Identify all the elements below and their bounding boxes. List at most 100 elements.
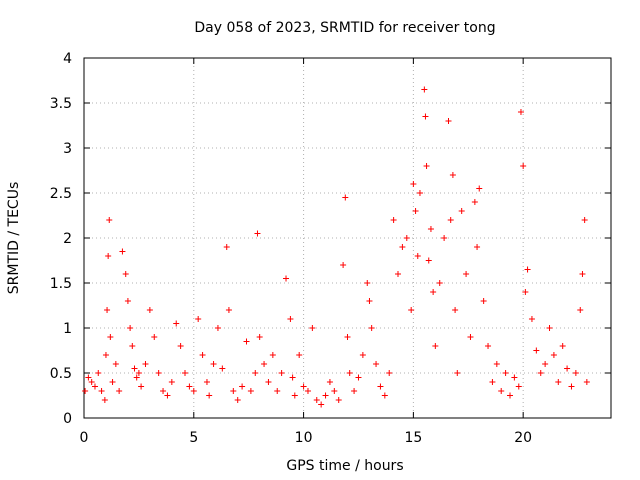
data-point (342, 194, 349, 201)
data-point (119, 248, 126, 255)
data-point (373, 361, 380, 367)
data-point (386, 370, 393, 376)
data-point (91, 383, 98, 390)
data-point (340, 262, 347, 268)
data-point (131, 365, 138, 372)
data-point (485, 343, 492, 349)
data-point (287, 316, 294, 322)
data-point (210, 361, 217, 367)
data-point (489, 379, 496, 385)
data-point (445, 118, 452, 124)
data-point (326, 379, 333, 385)
data-point (498, 388, 505, 394)
data-point (452, 307, 459, 313)
data-point (219, 365, 226, 372)
data-point (109, 379, 116, 385)
data-point (408, 307, 415, 313)
data-point (138, 383, 145, 390)
x-tick-label: 20 (514, 430, 532, 446)
data-point (82, 388, 89, 394)
data-point (155, 370, 162, 376)
data-point (511, 374, 518, 381)
data-point (173, 320, 180, 327)
data-point (436, 280, 443, 286)
data-point (214, 325, 221, 331)
data-point (550, 352, 557, 358)
data-point (422, 113, 429, 120)
data-point (410, 181, 417, 187)
data-point (480, 298, 487, 304)
y-tick-label: 2 (63, 231, 72, 247)
data-point (190, 388, 197, 394)
y-tick-label: 2.5 (50, 186, 72, 202)
data-point (95, 370, 102, 376)
data-point (403, 235, 410, 241)
data-point (522, 289, 529, 295)
data-point (476, 185, 483, 192)
y-tick-label: 3.5 (50, 96, 72, 112)
data-point (160, 388, 167, 394)
data-point (430, 289, 437, 295)
data-point (278, 370, 285, 376)
data-point (506, 392, 513, 399)
data-point (583, 379, 590, 385)
data-point (223, 244, 230, 250)
data-point (368, 325, 375, 331)
data-point (502, 370, 509, 376)
data-point (441, 235, 448, 241)
tick-layer: 0 5 10 15 20 0 0.5 1 1.5 2 2.5 3 3.5 4 (50, 51, 611, 446)
x-tick-label: 5 (189, 430, 198, 446)
data-point (234, 397, 241, 403)
data-point (359, 352, 366, 358)
data-point (447, 217, 454, 223)
data-point (254, 230, 261, 237)
data-point (528, 316, 535, 322)
data-point (364, 280, 371, 286)
data-point (127, 325, 134, 331)
grid-layer (84, 58, 611, 418)
data-point (335, 397, 342, 403)
data-point (230, 388, 237, 394)
data-point (542, 361, 549, 367)
data-point (515, 383, 522, 390)
data-point (256, 334, 263, 340)
y-axis-label: SRMTID / TECUs (6, 182, 22, 295)
data-point (423, 163, 430, 169)
data-point (177, 343, 184, 349)
data-point (274, 388, 281, 394)
data-point (520, 163, 527, 169)
data-point (252, 370, 259, 376)
data-point (283, 275, 290, 282)
x-tick-label: 10 (295, 430, 313, 446)
data-point (517, 109, 524, 115)
data-point (568, 383, 575, 390)
data-point (289, 374, 296, 381)
data-point (546, 325, 553, 331)
data-point (577, 307, 584, 313)
data-point (203, 379, 210, 385)
data-point (579, 271, 586, 277)
data-point (454, 370, 461, 376)
data-point (377, 383, 384, 390)
data-point (85, 374, 92, 381)
data-point (116, 388, 123, 394)
data-point (471, 199, 478, 205)
x-tick-label: 15 (404, 430, 422, 446)
data-point (129, 343, 136, 349)
data-point (309, 325, 316, 331)
data-point (493, 361, 500, 367)
data-point (164, 392, 171, 399)
data-point (124, 298, 131, 304)
data-point (533, 347, 540, 354)
data-point (225, 307, 232, 313)
data-point (555, 379, 562, 385)
data-point (106, 217, 113, 223)
data-point (414, 253, 421, 259)
data-point (559, 343, 566, 349)
data-point (331, 388, 338, 394)
data-point (98, 388, 105, 394)
data-point (581, 217, 588, 223)
data-point (474, 244, 481, 250)
x-tick-label: 0 (80, 430, 89, 446)
